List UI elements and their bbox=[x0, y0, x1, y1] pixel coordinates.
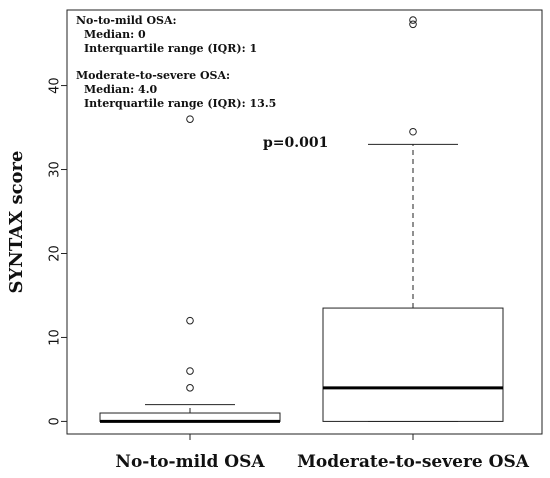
outlier-point bbox=[186, 384, 194, 392]
outlier-point bbox=[186, 316, 194, 325]
box-group bbox=[322, 16, 504, 422]
group2-annotation-iqr: Interquartile range (IQR): 13.5 bbox=[84, 97, 276, 110]
boxes bbox=[99, 16, 504, 423]
y-tick-label: 0 bbox=[48, 417, 63, 425]
outlier-point bbox=[409, 20, 417, 29]
y-axis-label: SYNTAX score bbox=[6, 151, 27, 294]
iqr-box bbox=[322, 307, 504, 422]
p-value-annotation: p=0.001 bbox=[263, 135, 328, 151]
y-tick-label: 20 bbox=[48, 245, 63, 262]
group2-annotation-title: Moderate-to-severe OSA: bbox=[76, 69, 230, 82]
group1-annotation-iqr: Interquartile range (IQR): 1 bbox=[84, 42, 257, 55]
summary-annotations: No-to-mild OSA: Median: 0 Interquartile … bbox=[76, 14, 276, 110]
group1-annotation-median: Median: 0 bbox=[84, 28, 146, 41]
outlier-point bbox=[186, 367, 194, 375]
y-tick-label: 30 bbox=[48, 161, 63, 178]
outlier-point bbox=[409, 127, 417, 136]
y-axis: 0 10 20 30 40 bbox=[48, 77, 67, 426]
box-group bbox=[99, 115, 281, 423]
outlier-point bbox=[409, 16, 417, 24]
x-category-label: No-to-mild OSA bbox=[115, 452, 265, 472]
y-tick-label: 40 bbox=[48, 77, 63, 94]
y-tick-label: 10 bbox=[48, 329, 63, 346]
group1-annotation-title: No-to-mild OSA: bbox=[76, 14, 177, 27]
group2-annotation-median: Median: 4.0 bbox=[84, 83, 158, 96]
x-axis: No-to-mild OSA Moderate-to-severe OSA bbox=[115, 434, 530, 472]
x-category-label: Moderate-to-severe OSA bbox=[297, 452, 530, 472]
outlier-point bbox=[186, 115, 194, 123]
plot-frame bbox=[66, 9, 543, 435]
